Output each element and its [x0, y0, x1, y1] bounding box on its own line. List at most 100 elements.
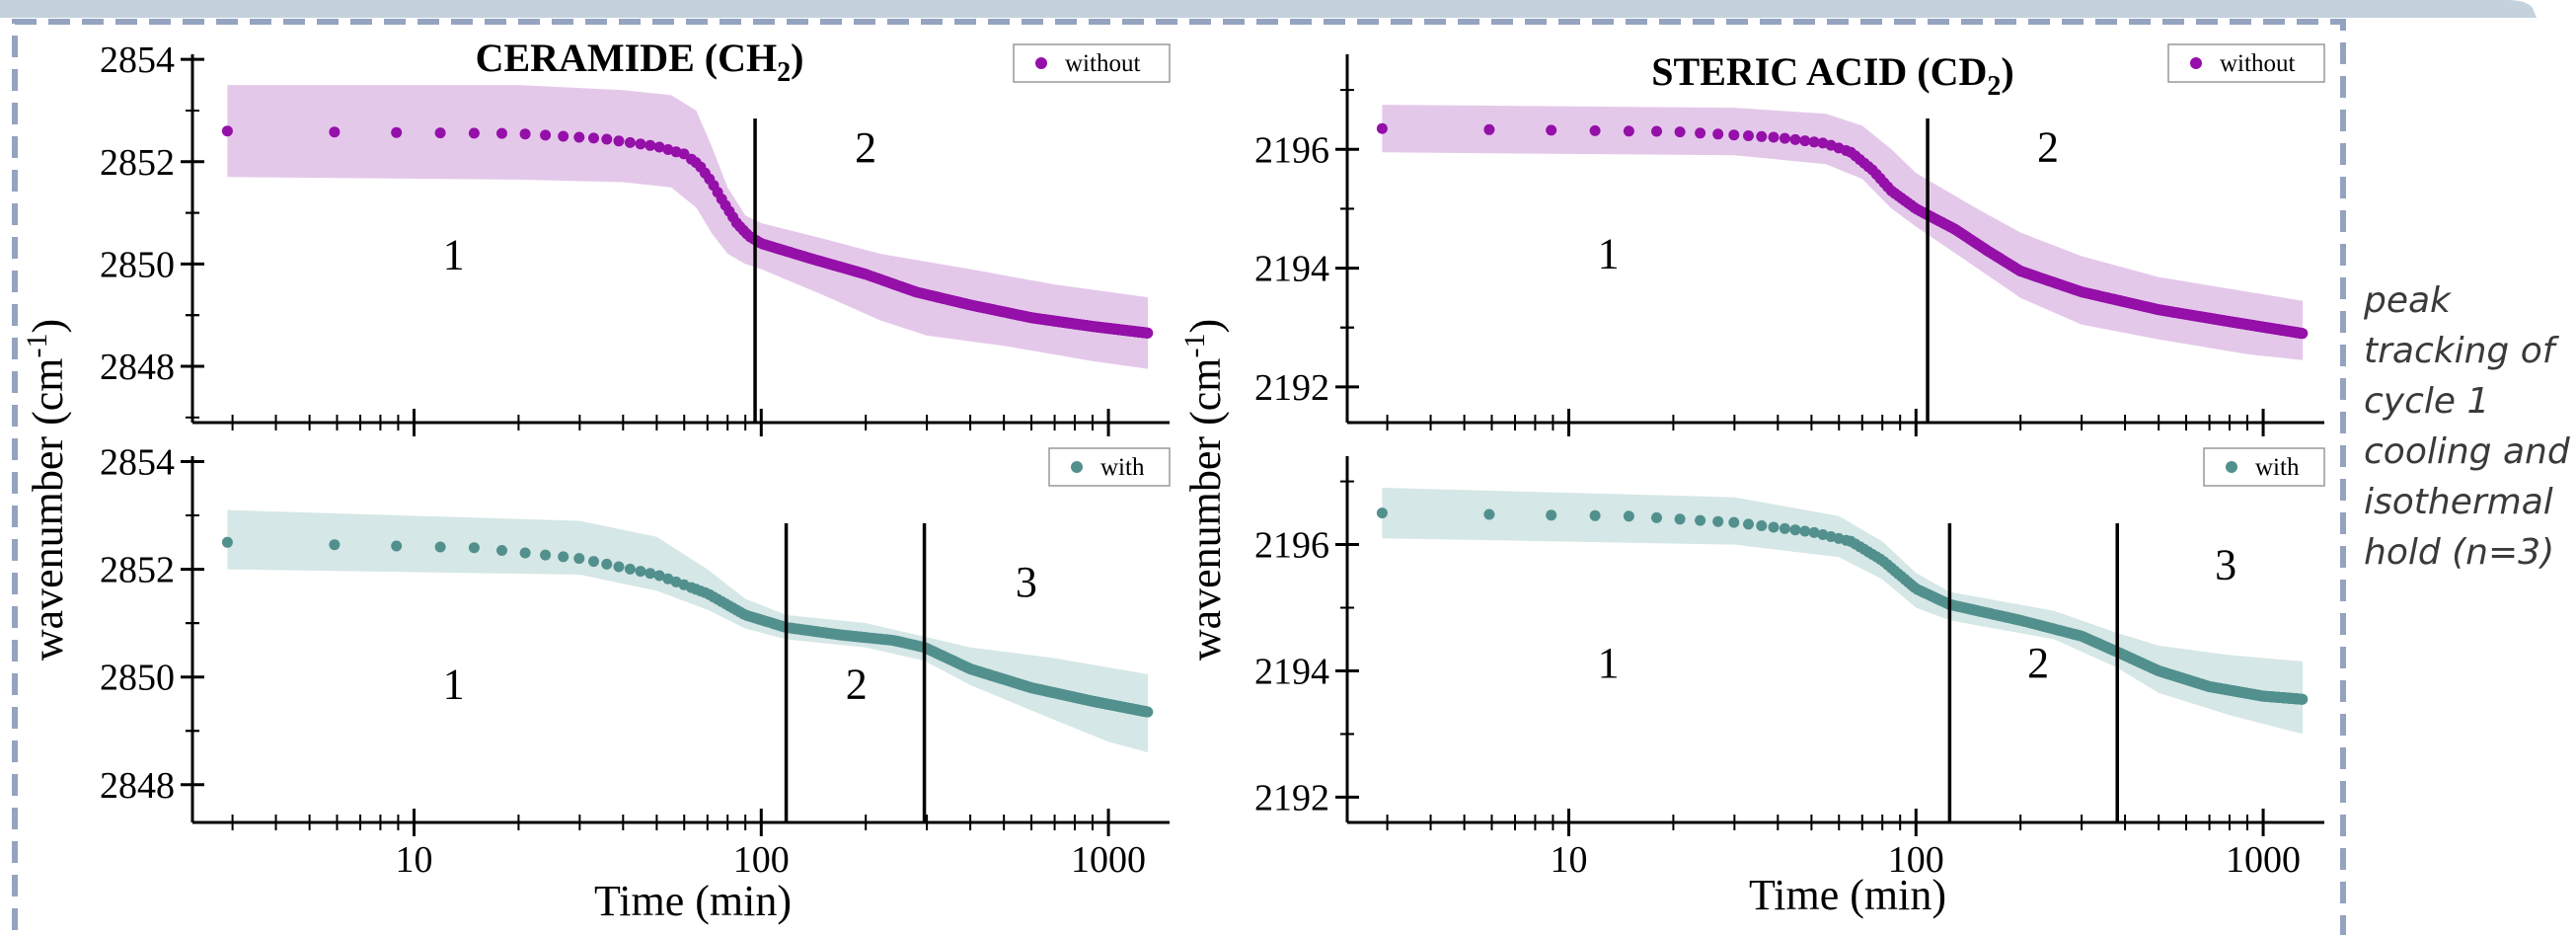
legend-marker: [2190, 57, 2202, 69]
data-point: [1695, 127, 1706, 139]
data-point: [496, 127, 507, 139]
y-tick-label: 2196: [1254, 129, 1329, 171]
data-point: [1674, 513, 1686, 525]
data-point: [519, 547, 531, 559]
chart-panel-steric_without: 1 2 2192 2194 2196 without: [1254, 43, 2325, 436]
x-tick-label: 100: [733, 839, 790, 881]
legend-box: [1048, 447, 1171, 487]
region-label: 2: [2027, 639, 2049, 687]
data-point: [468, 127, 480, 139]
data-point: [1728, 129, 1740, 141]
legend-marker: [2226, 461, 2237, 473]
confidence-band: [1382, 488, 2304, 735]
data-point: [1674, 126, 1686, 138]
data-point: [221, 125, 233, 137]
data-point: [1712, 515, 1724, 527]
data-point: [1651, 511, 1662, 523]
x-axis-label: Time (min): [594, 877, 792, 925]
legend-without: without: [1013, 43, 1171, 83]
data-point: [1768, 131, 1780, 143]
data-point: [391, 540, 403, 552]
data-point: [1808, 526, 1820, 538]
y-tick-label: 2850: [100, 658, 175, 699]
legend-label: with: [1100, 454, 1145, 481]
legend-label: without: [2220, 50, 2295, 77]
data-point: [391, 126, 403, 138]
data-point: [1589, 509, 1601, 521]
side-note-line: hold (n=3): [2364, 532, 2554, 573]
y-tick-label: 2194: [1254, 249, 1329, 290]
data-point: [329, 539, 341, 551]
data-point: [573, 553, 585, 565]
data-point: [1546, 124, 1557, 136]
data-point: [1142, 706, 1154, 718]
data-point: [329, 126, 341, 138]
data-point: [434, 127, 446, 139]
data-point: [601, 558, 613, 570]
region-label: 3: [1016, 558, 1037, 606]
data-point: [1142, 327, 1154, 339]
chart-panel-ceramide_without: 1 2 2848 2850 2852 2854 without: [100, 39, 1171, 436]
data-point: [519, 128, 531, 140]
data-point: [1623, 510, 1634, 522]
side-note-line: tracking of: [2364, 331, 2560, 371]
data-point: [613, 561, 625, 573]
y-tick-label: 2848: [100, 347, 175, 388]
data-point: [468, 542, 480, 554]
data-point: [1376, 122, 1388, 134]
y-tick-label: 2850: [100, 244, 175, 285]
data-point: [624, 136, 636, 148]
confidence-band: [227, 85, 1149, 369]
data-point: [588, 556, 599, 568]
chart-panel-ceramide_with: 1 2 3 2848 2850 2852 2854 10 100 1000 Time (min) wi…: [100, 441, 1171, 925]
title-ceramide: CERAMIDE (CH2): [476, 36, 804, 88]
side-note-line: isothermal: [2364, 482, 2553, 522]
title-steric-acid: STERIC ACID (CD2): [1651, 49, 2013, 102]
legend-with: with: [1048, 447, 1171, 487]
data-point: [624, 563, 636, 575]
side-note-line: cycle 1: [2364, 381, 2489, 422]
y-tick-label: 2854: [100, 39, 175, 81]
legend-marker: [1071, 461, 1083, 473]
legend-label: without: [1065, 50, 1140, 77]
y-axis-label-right: wavenumber (cm-1): [1178, 319, 1230, 661]
data-point: [1743, 130, 1754, 141]
data-point: [1799, 525, 1811, 537]
data-point: [1768, 521, 1780, 533]
side-note-line: peak: [2363, 280, 2453, 321]
data-point: [1808, 136, 1820, 148]
y-tick-label: 2854: [100, 441, 175, 483]
data-point: [1728, 516, 1740, 528]
region-label: 3: [2215, 541, 2236, 589]
y-tick-label: 2852: [100, 142, 175, 184]
region-label: 1: [443, 231, 465, 279]
x-tick-label: 1000: [2226, 839, 2301, 881]
data-point: [635, 566, 646, 578]
legend-box: [2203, 447, 2325, 487]
data-point: [1376, 507, 1388, 519]
data-point: [540, 129, 552, 141]
legend-label: with: [2255, 454, 2300, 481]
y-tick-label: 2192: [1254, 367, 1329, 409]
data-point: [1483, 123, 1495, 135]
x-tick-label: 100: [1888, 839, 1944, 881]
data-point: [2297, 328, 2309, 340]
data-point: [496, 545, 507, 556]
top-banner-strip: [0, 0, 2537, 18]
data-point: [540, 549, 552, 561]
data-point: [1799, 135, 1811, 147]
x-axis-label: Time (min): [1749, 871, 1946, 919]
y-axis-label-left: wavenumber (cm-1): [21, 319, 72, 661]
data-point: [558, 130, 569, 142]
legend-without: without: [2167, 43, 2325, 83]
data-point: [1651, 125, 1662, 137]
data-point: [558, 551, 569, 563]
data-point: [635, 138, 646, 150]
confidence-band: [227, 509, 1149, 753]
data-point: [613, 135, 625, 147]
data-point: [1817, 529, 1829, 540]
data-point: [653, 570, 665, 582]
data-point: [653, 141, 665, 153]
side-note: peak tracking of cycle 1 cooling and iso…: [2363, 280, 2571, 573]
